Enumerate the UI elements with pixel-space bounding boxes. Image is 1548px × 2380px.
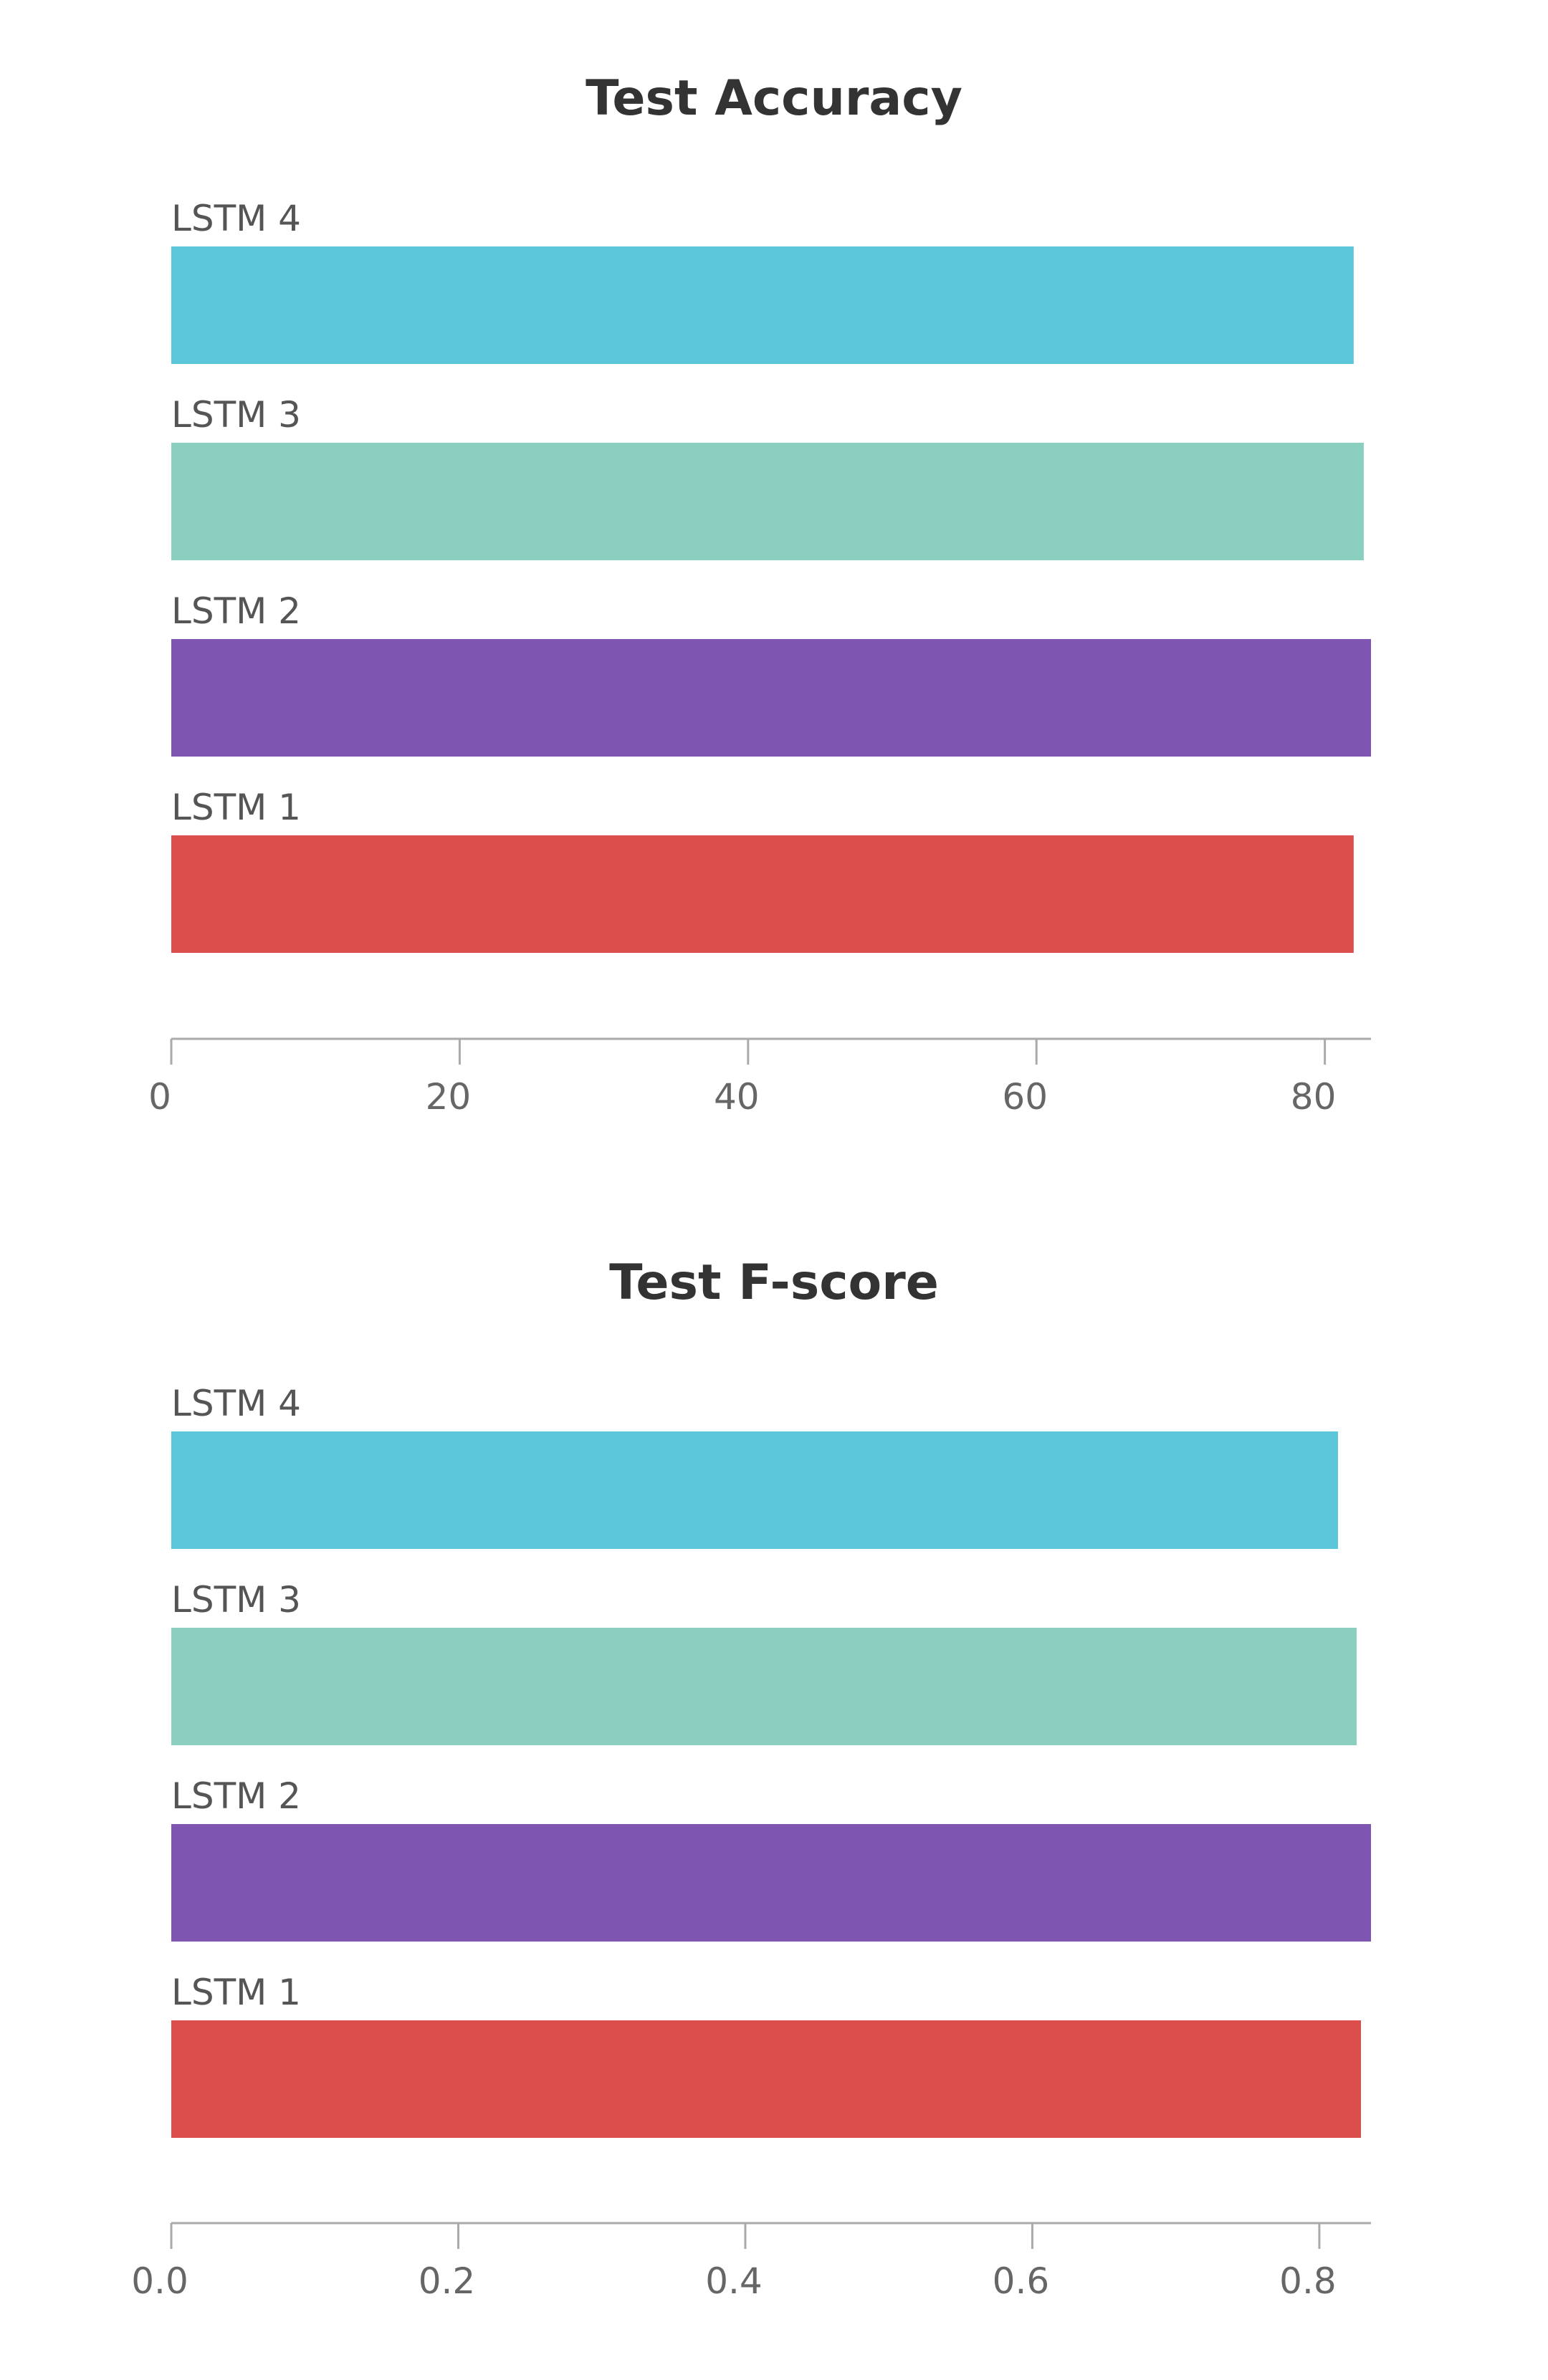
bar-lstm-2 — [171, 639, 1371, 757]
x-tick-label: 0 — [148, 1076, 171, 1118]
x-tick-label: 60 — [1002, 1076, 1048, 1118]
bar-lstm-1 — [171, 835, 1354, 953]
x-tick-label: 80 — [1291, 1076, 1337, 1118]
x-tick-label: 0.8 — [1279, 2260, 1337, 2302]
category-label: LSTM 1 — [171, 787, 301, 828]
test-accuracy-chart: Test Accuracy LSTM 4 LSTM 3 LSTM 2 LSTM 1 0 20… — [148, 70, 1371, 1118]
category-label: LSTM 3 — [171, 394, 301, 436]
x-tick-label: 0.6 — [993, 2260, 1050, 2302]
chart-title: Test F-score — [609, 1254, 939, 1311]
category-label: LSTM 1 — [171, 1972, 301, 2013]
x-tick-label: 0.4 — [705, 2260, 763, 2302]
x-tick-label: 40 — [714, 1076, 760, 1118]
bar-lstm-1 — [171, 2020, 1361, 2138]
test-fscore-chart: Test F-score LSTM 4 LSTM 3 LSTM 2 LSTM 1 0.0 0… — [131, 1254, 1371, 2302]
category-label: LSTM 2 — [171, 590, 301, 632]
category-label: LSTM 4 — [171, 1383, 301, 1424]
x-tick-label: 0.0 — [131, 2260, 188, 2302]
x-tick-label: 20 — [426, 1076, 472, 1118]
category-label: LSTM 3 — [171, 1579, 301, 1621]
bar-lstm-3 — [171, 443, 1364, 560]
bar-lstm-2 — [171, 1824, 1371, 1942]
category-label: LSTM 4 — [171, 198, 301, 239]
bar-lstm-4 — [171, 246, 1354, 364]
bar-lstm-4 — [171, 1431, 1338, 1549]
bar-lstm-3 — [171, 1628, 1357, 1745]
x-tick-label: 0.2 — [419, 2260, 476, 2302]
chart-title: Test Accuracy — [586, 70, 962, 127]
category-label: LSTM 2 — [171, 1775, 301, 1817]
